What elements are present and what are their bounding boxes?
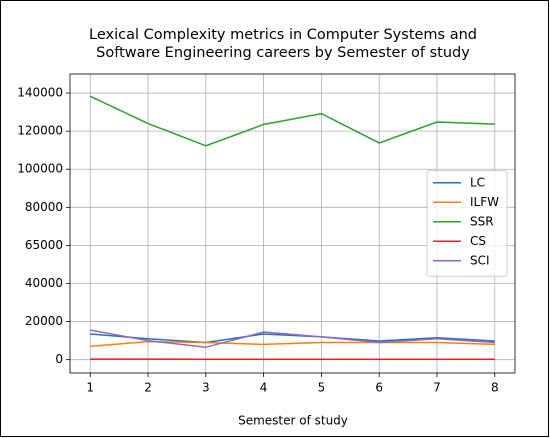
x-tick-label: 2 [144, 381, 152, 395]
legend-label: SCI [470, 253, 490, 267]
series-line [90, 333, 495, 344]
series-line [89, 95, 495, 147]
x-tick-label: 8 [491, 381, 499, 395]
x-tick-label: 4 [260, 381, 268, 395]
y-tick-label: 20000 [25, 314, 63, 328]
legend-box [426, 170, 508, 277]
x-tick-label: 3 [202, 381, 210, 395]
y-tick-label: 100000 [17, 162, 63, 176]
y-tick-label: 0 [55, 352, 63, 366]
y-tick-label: 65000 [25, 238, 63, 252]
y-tick-label: 140000 [17, 86, 63, 100]
plot-frame [69, 73, 516, 374]
x-tick-label: 1 [86, 381, 94, 395]
y-tick-label: 40000 [25, 276, 63, 290]
y-tick-label: 120000 [17, 124, 63, 138]
chart-title: Lexical Complexity metrics in Computer S… [89, 27, 477, 43]
legend-label: CS [470, 234, 486, 248]
legend-label: ILFW [470, 195, 499, 209]
chart-title: Software Engineering careers by Semester… [96, 45, 470, 61]
x-tick-label: 7 [433, 381, 441, 395]
x-axis-label: Semester of study [238, 414, 348, 428]
series-line [90, 329, 495, 349]
x-tick-label: 6 [375, 381, 383, 395]
legend-label: LC [470, 175, 485, 189]
x-tick-label: 5 [318, 381, 326, 395]
y-tick-label: 80000 [25, 200, 63, 214]
legend-label: SSR [470, 214, 494, 228]
